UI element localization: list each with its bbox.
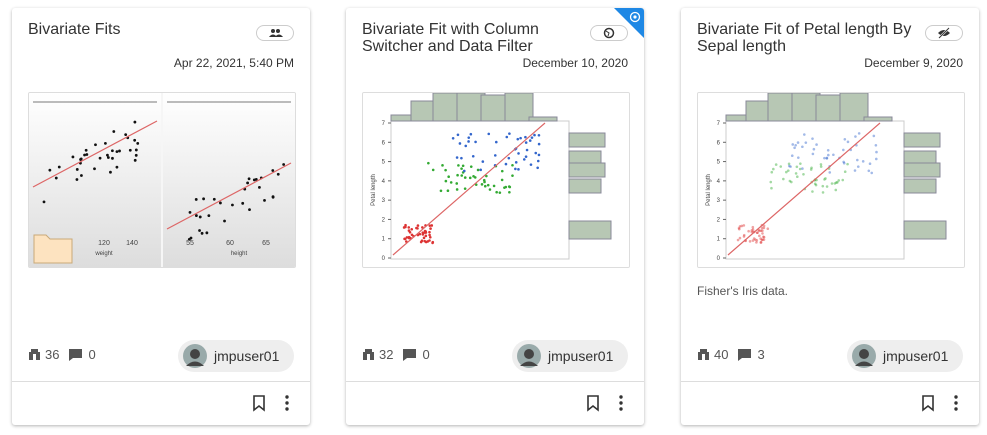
visibility-badge [590, 25, 628, 41]
post-date: Apr 22, 2021, 5:40 PM [173, 56, 294, 70]
view-count: 36 [45, 347, 60, 362]
card-title[interactable]: Bivariate Fit of Petal length By Sepal l… [697, 21, 912, 55]
post-date: December 10, 2020 [522, 56, 628, 70]
axis-tick-label: 0 [382, 256, 386, 262]
axis-label: height [231, 251, 248, 257]
axis-tick-label: 65 [262, 240, 270, 247]
author-name: jmpuser01 [214, 348, 280, 364]
post-card[interactable]: Bivariate Fits Apr 22, 2021, 5:40 PM 120… [12, 8, 310, 425]
post-card[interactable]: Bivariate Fit of Petal length By Sepal l… [681, 8, 979, 425]
comment-count: 3 [757, 347, 765, 362]
axis-tick-label: 55 [186, 240, 194, 247]
avatar [183, 344, 207, 368]
post-card[interactable]: Bivariate Fit with Column Switcher and D… [346, 8, 644, 425]
axis-tick-label: 1 [382, 237, 386, 243]
visibility-badge [925, 25, 963, 41]
axis-tick-label: 4 [717, 179, 721, 185]
more-button[interactable] [612, 394, 630, 412]
post-date: December 9, 2020 [864, 56, 963, 70]
card-title[interactable]: Bivariate Fits [28, 21, 121, 38]
axis-tick-label: 5 [382, 160, 386, 166]
axis-tick-label: 60 [226, 240, 234, 247]
thumbnail[interactable]: 120 140 weight 55 60 65 height [28, 92, 296, 268]
view-count: 32 [379, 347, 394, 362]
public-icon [603, 27, 615, 39]
view-count: 40 [714, 347, 729, 362]
axis-tick-label: 6 [717, 140, 721, 146]
views-icon [363, 349, 374, 360]
axis-tick-label: 3 [717, 198, 721, 204]
bookmark-button[interactable] [919, 394, 937, 412]
axis-tick-label: 2 [382, 217, 386, 223]
bookmark-button[interactable] [584, 394, 602, 412]
axis-label: weight [94, 251, 113, 257]
stats: 40 3 [697, 347, 765, 362]
card-title[interactable]: Bivariate Fit with Column Switcher and D… [362, 21, 539, 55]
stats: 36 0 [28, 347, 96, 362]
author-chip[interactable]: jmpuser01 [847, 340, 963, 372]
axis-tick-label: 120 [98, 240, 110, 247]
axis-label: Petal length [706, 174, 712, 206]
axis-tick-label: 5 [717, 160, 721, 166]
author-name: jmpuser01 [883, 348, 949, 364]
private-icon [938, 27, 950, 39]
more-button[interactable] [278, 394, 296, 412]
stats: 32 0 [362, 347, 430, 362]
comments-icon [403, 348, 417, 361]
axis-tick-label: 0 [717, 256, 721, 262]
author-chip[interactable]: jmpuser01 [512, 340, 628, 372]
comment-count: 0 [422, 347, 430, 362]
comments-icon [738, 348, 752, 361]
comment-count: 0 [88, 347, 96, 362]
folder-icon [33, 234, 73, 264]
axis-tick-label: 7 [382, 121, 386, 127]
author-chip[interactable]: jmpuser01 [178, 340, 294, 372]
avatar [517, 344, 541, 368]
visibility-badge [256, 25, 294, 41]
axis-tick-label: 2 [717, 217, 721, 223]
featured-corner [614, 8, 644, 38]
axis-tick-label: 7 [717, 121, 721, 127]
divider [12, 381, 310, 382]
views-icon [698, 349, 709, 360]
thumbnail[interactable]: 0 1 2 3 4 5 6 7 Petal length [697, 92, 965, 268]
divider [346, 381, 644, 382]
axis-tick-label: 140 [126, 240, 138, 247]
comments-icon [69, 348, 83, 361]
axis-tick-label: 6 [382, 140, 386, 146]
author-name: jmpuser01 [548, 348, 614, 364]
axis-tick-label: 4 [382, 179, 386, 185]
views-icon [29, 349, 40, 360]
thumbnail[interactable]: 0 1 2 3 4 5 6 7 Petal length [362, 92, 630, 268]
more-button[interactable] [947, 394, 965, 412]
description: Fisher's Iris data. [697, 284, 788, 298]
axis-tick-label: 3 [382, 198, 386, 204]
shared-icon [269, 29, 283, 37]
bookmark-button[interactable] [250, 394, 268, 412]
divider [681, 381, 979, 382]
axis-tick-label: 1 [717, 237, 721, 243]
axis-label: Petal length [371, 174, 377, 206]
avatar [852, 344, 876, 368]
